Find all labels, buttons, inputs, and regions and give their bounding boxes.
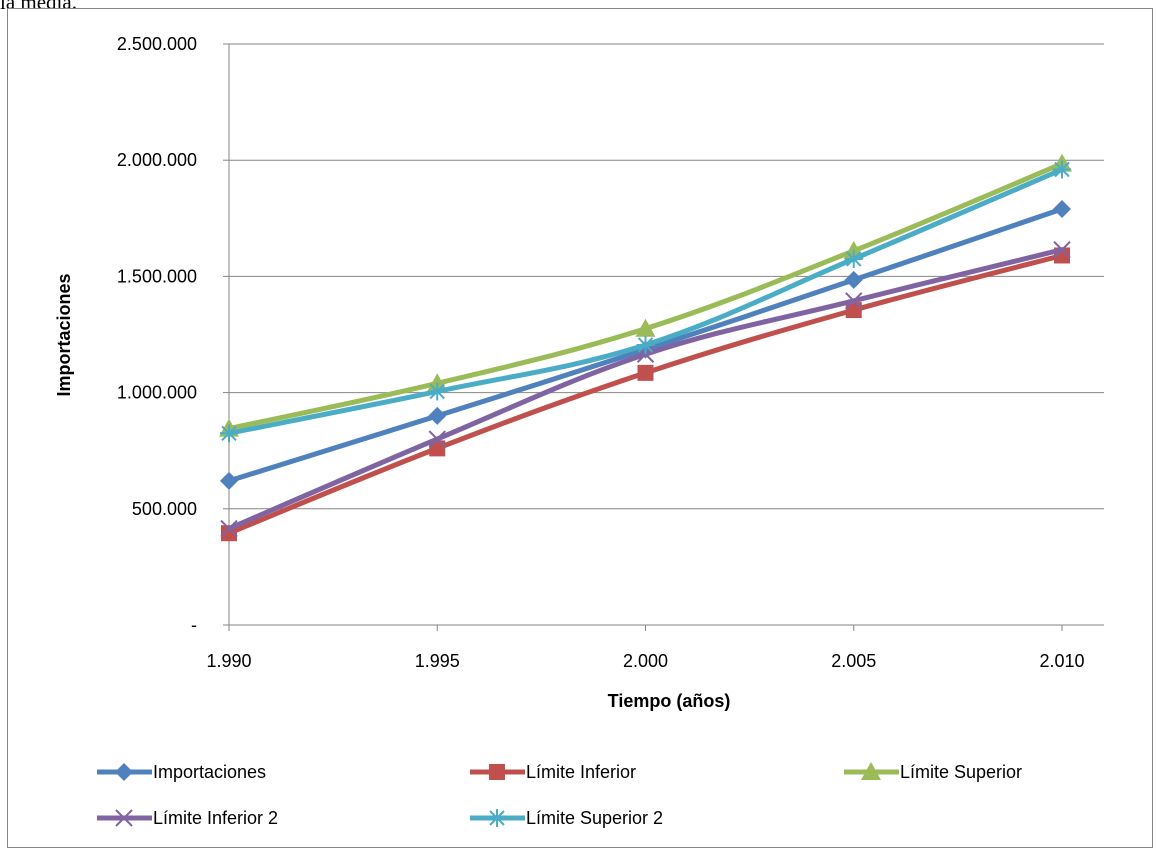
- legend-label: Importaciones: [153, 762, 266, 782]
- axes: - 500.000 1.000.000 1.500.000 2.000.000 2.500…: [117, 34, 1104, 671]
- legend-label: Límite Superior: [900, 762, 1022, 782]
- series-l-mite-superior-2: [220, 160, 1071, 443]
- data-point-star: [636, 335, 655, 354]
- data-point-x: [220, 519, 238, 538]
- series: [219, 153, 1072, 542]
- data-point-diamond: [220, 471, 238, 490]
- data-point-triangle: [861, 762, 881, 780]
- data-point-square: [637, 364, 654, 381]
- data-point-square: [489, 764, 505, 780]
- data-point-star: [220, 424, 238, 443]
- data-point-diamond: [844, 270, 863, 289]
- data-point-diamond: [115, 763, 133, 781]
- series-l-mite-inferior-2: [220, 240, 1071, 538]
- y-axis-title: Importaciones: [54, 273, 74, 396]
- legend-label: Límite Inferior: [526, 762, 636, 782]
- series-line: [226, 247, 1065, 532]
- x-axis-title: Tiempo (años): [608, 691, 731, 711]
- x-tick-label: 2.010: [1039, 651, 1084, 671]
- x-tick-label: 2.000: [623, 651, 668, 671]
- series-l-mite-inferior: [221, 247, 1070, 542]
- y-tick-label: 500.000: [132, 499, 197, 519]
- series-l-mite-superior: [219, 153, 1072, 437]
- legend-item: Límite Superior: [844, 762, 1022, 782]
- data-point-star: [428, 382, 447, 401]
- data-point-x: [1053, 240, 1071, 259]
- legend-label: Límite Superior 2: [526, 808, 663, 828]
- y-tick-label: 1.000.000: [117, 383, 197, 403]
- data-point-x: [115, 809, 133, 827]
- x-tick-label: 2.005: [831, 651, 876, 671]
- y-tick-label: 2.500.000: [117, 34, 197, 54]
- data-point-star: [844, 249, 863, 268]
- series-line: [226, 252, 1065, 536]
- chart-frame: [7, 8, 1153, 848]
- data-point-diamond: [1053, 200, 1071, 219]
- legend: Importaciones Límite Inferior Límite Super…: [97, 762, 1022, 828]
- data-point-x: [428, 430, 446, 448]
- legend-label: Límite Inferior 2: [153, 808, 278, 828]
- data-point-star: [488, 809, 506, 827]
- y-tick-label: 1.500.000: [117, 266, 197, 286]
- data-point-star: [1053, 160, 1071, 179]
- y-tick-label: -: [191, 615, 197, 635]
- legend-item: Límite Inferior: [470, 762, 636, 782]
- data-point-diamond: [428, 406, 447, 425]
- data-point-x: [845, 292, 863, 310]
- x-tick-label: 1.995: [415, 651, 460, 671]
- x-tick-label: 1.990: [206, 651, 251, 671]
- series-line: [226, 166, 1065, 436]
- legend-item: Límite Superior 2: [470, 808, 663, 828]
- legend-item: Límite Inferior 2: [97, 808, 278, 828]
- legend-item: Importaciones: [97, 762, 266, 782]
- y-tick-label: 2.000.000: [117, 150, 197, 170]
- data-point-triangle: [635, 318, 656, 337]
- series-line: [226, 161, 1065, 432]
